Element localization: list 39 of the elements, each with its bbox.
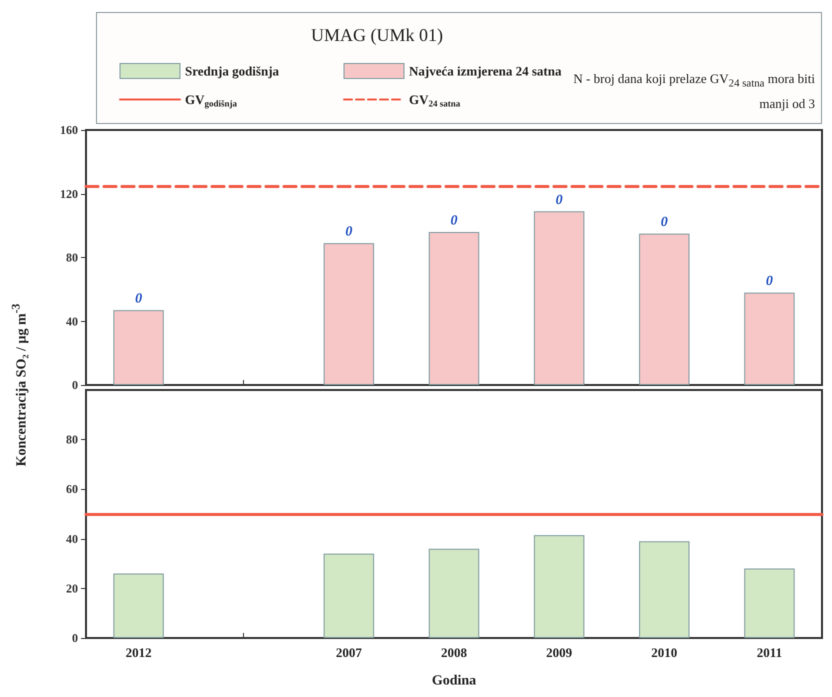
text: N - broj dana koji prelaze GV$_{24 satna}$ mora biti manji od 3	[572, 70, 815, 113]
annotation: 0	[345, 224, 352, 240]
bar	[113, 310, 164, 385]
y-tick-label: 40	[66, 532, 78, 546]
bar	[324, 554, 374, 638]
chart-title: UMAG (UMk 01)	[310, 25, 444, 46]
x-tick-label: 2009	[546, 645, 573, 660]
bar	[744, 568, 795, 638]
legend-label: Najveća izmjerena 24 satna	[409, 64, 562, 78]
bar	[534, 211, 584, 385]
x-axis-title: Godina	[432, 674, 476, 688]
bar	[639, 541, 690, 638]
y-tick-label: 0	[72, 378, 78, 392]
y-tick-label: 20	[66, 581, 78, 596]
bar	[428, 548, 480, 638]
y-tick-label: 0	[72, 631, 78, 645]
annotation: 0	[135, 292, 142, 307]
y-tick-label: 80	[66, 250, 78, 264]
annotation: 0	[660, 215, 668, 230]
y-tick-label: 80	[66, 432, 78, 447]
y-tick-label: 120	[60, 186, 78, 201]
bar	[113, 574, 164, 638]
bar	[534, 535, 584, 638]
y-tick-label: 160	[60, 123, 78, 137]
bar	[324, 243, 374, 385]
x-tick-label: 2011	[756, 645, 782, 660]
bar	[428, 232, 480, 385]
x-tick-label: 2010	[651, 645, 678, 660]
legend-label: Srednja godišnja	[185, 64, 280, 78]
bar	[639, 234, 690, 385]
x-tick-label: 2008	[441, 645, 468, 660]
y-tick-label: 60	[66, 482, 78, 496]
annotation: 0	[450, 214, 458, 228]
bar	[744, 292, 795, 385]
annotation: 0	[766, 274, 773, 290]
x-tick-label: 2012	[126, 645, 152, 660]
x-tick-label: 2007	[336, 645, 362, 660]
annotation: 0	[556, 192, 563, 208]
y-tick-label: 40	[66, 314, 78, 328]
